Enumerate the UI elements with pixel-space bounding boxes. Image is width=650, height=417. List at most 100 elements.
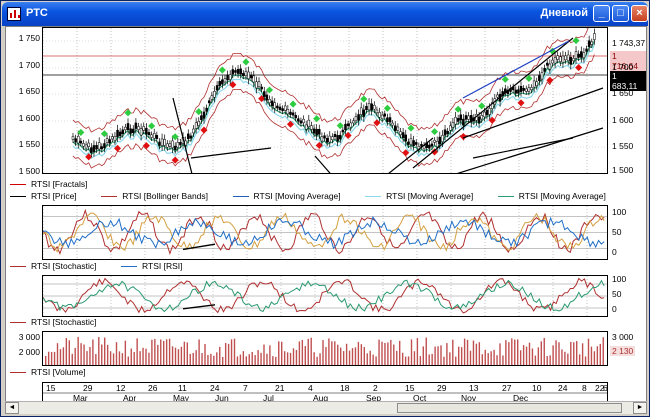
volume-bar (490, 351, 492, 365)
candle-body (383, 113, 387, 117)
stochastic-k-line (42, 277, 605, 314)
legend-bollinger-label: RTSI [Bollinger Bands] (122, 191, 209, 201)
osc1-label-50: 50 (612, 227, 622, 237)
volume-bar (115, 342, 118, 365)
legend-stochastic-2[interactable]: RTSI [Stochastic] (10, 317, 97, 327)
trend-line (172, 97, 194, 179)
stoch-rsi-pane[interactable] (42, 205, 608, 260)
volume-bar (378, 339, 380, 365)
candle-body (538, 75, 541, 82)
volume-bar (109, 351, 112, 365)
candle-body (255, 81, 258, 89)
legend-swatch (232, 196, 249, 198)
candle-body (407, 141, 410, 145)
volume-bar (384, 342, 386, 365)
legend-ma-cyan[interactable]: RTSI [Moving Average] (365, 191, 473, 201)
volume-bar (174, 347, 177, 365)
volume-bar (136, 338, 138, 365)
title-bar[interactable]: РТС Дневной _ □ × (2, 2, 648, 26)
volume-bar (207, 355, 209, 365)
candle-body (134, 122, 138, 129)
divergence-line (182, 243, 216, 251)
volume-bar (50, 351, 53, 365)
volume-bar (310, 337, 312, 365)
fractal-up-marker (265, 86, 274, 94)
candle-body (483, 111, 486, 118)
axis-day: 21 (275, 383, 285, 393)
candle-body (527, 87, 531, 92)
volume-bar (257, 350, 259, 365)
legend-rsi[interactable]: RTSI [RSI] (121, 261, 183, 271)
price-chart-svg (42, 18, 607, 189)
candle-body (566, 54, 570, 61)
candle-body (278, 106, 282, 110)
price-legend-row-1: RTSI [Fractals] (10, 179, 598, 192)
osc2-label-50: 50 (612, 289, 622, 299)
candle-body (572, 58, 575, 62)
horizontal-scrollbar[interactable]: ◄ ► (5, 401, 647, 414)
candle-body (145, 127, 148, 135)
price-r-label-1700: 1 700 (612, 62, 634, 72)
fractal-down-marker (200, 126, 208, 134)
legend-ma-blue[interactable]: RTSI [Moving Average] (232, 191, 341, 201)
volume-bar (183, 341, 186, 365)
candle-body (150, 134, 153, 138)
volume-bar (549, 355, 551, 365)
legend-volume[interactable]: RTSI [Volume] (10, 367, 86, 377)
fractal-down-marker (85, 153, 93, 161)
legend-fractals[interactable]: RTSI [Fractals] (10, 179, 88, 189)
candle-body (244, 71, 248, 76)
legend-price[interactable]: RTSI [Price] (10, 191, 77, 201)
volume-bar (248, 354, 250, 365)
volume-y-label-2000: 2 000 (18, 347, 40, 357)
volume-bar (348, 350, 351, 365)
candle-body (270, 100, 274, 107)
legend-bollinger[interactable]: RTSI [Bollinger Bands] (101, 191, 208, 201)
volume-pane[interactable] (42, 331, 608, 366)
volume-bar (233, 338, 236, 365)
trend-line (462, 40, 570, 99)
volume-bar (328, 338, 330, 365)
volume-bar (313, 352, 315, 365)
candle-body (341, 129, 345, 133)
volume-bar (301, 339, 304, 365)
candle-body (517, 89, 520, 94)
volume-bar (372, 354, 374, 365)
candle-body (100, 146, 104, 150)
candle-body (76, 135, 80, 144)
candle-body (412, 140, 415, 147)
volume-bar (455, 356, 457, 365)
candle-body (299, 120, 303, 124)
volume-bar (552, 345, 554, 365)
volume-bar (496, 355, 498, 365)
volume-bar (531, 348, 534, 365)
candle-body (336, 135, 339, 142)
candle-body (582, 52, 586, 59)
candle-body (95, 145, 98, 150)
osc1-label-100: 100 (612, 207, 627, 217)
axis-day: 8 (582, 383, 587, 393)
fractal-up-marker (313, 115, 321, 123)
legend-ma-green-label: RTSI [Moving Average] (518, 191, 606, 201)
maximize-button[interactable]: □ (612, 5, 629, 22)
candle-body (297, 118, 300, 122)
price-pane[interactable] (42, 18, 608, 189)
stochastic-pane[interactable] (42, 275, 608, 317)
bollinger-upper-band (72, 18, 595, 133)
volume-bar (511, 338, 513, 365)
legend-stochastic-1[interactable]: RTSI [Stochastic] (10, 261, 97, 271)
volume-bar (204, 344, 206, 365)
scroll-right-arrow[interactable]: ► (633, 402, 647, 414)
close-button[interactable]: × (631, 5, 648, 22)
volume-bar (425, 337, 427, 365)
scrollbar-thumb[interactable] (397, 403, 622, 413)
candle-body (231, 69, 235, 75)
volume-bar (121, 353, 124, 365)
minimize-button[interactable]: _ (593, 5, 610, 22)
legend-swatch (101, 196, 118, 198)
volume-bar (499, 343, 501, 365)
volume-bar (342, 351, 345, 365)
legend-ma-green[interactable]: RTSI [Moving Average] (497, 191, 606, 201)
scroll-left-arrow[interactable]: ◄ (5, 402, 19, 414)
price-y-label-1550: 1 550 (18, 139, 40, 149)
